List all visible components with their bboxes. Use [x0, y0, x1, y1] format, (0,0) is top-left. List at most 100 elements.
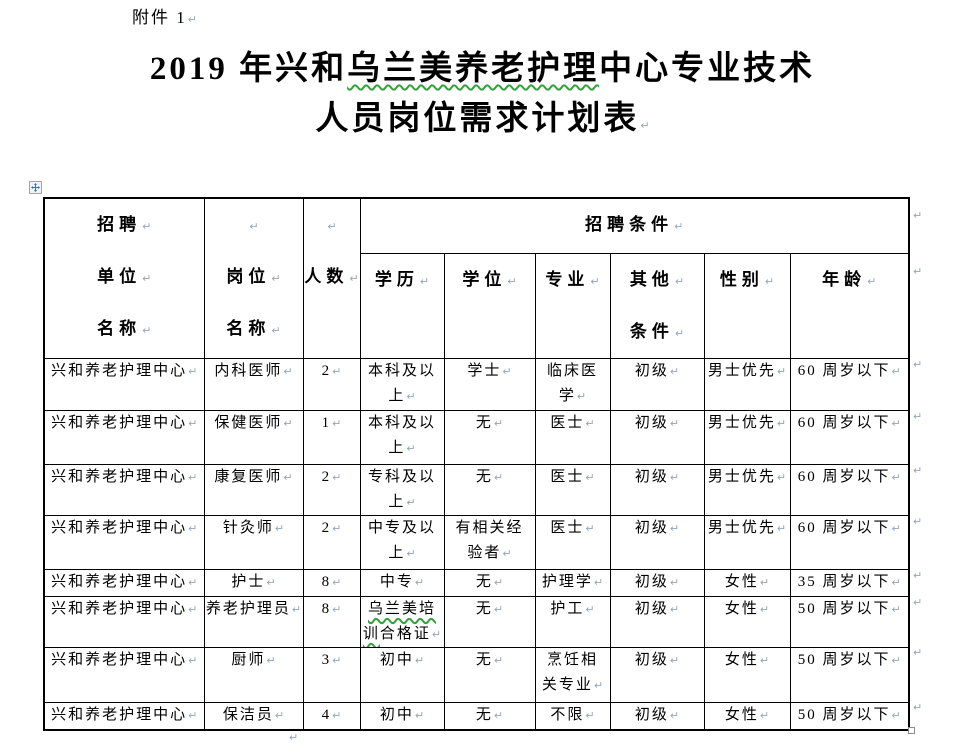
- paragraph-mark: ↵: [590, 274, 600, 288]
- paragraph-mark: ↵: [188, 521, 198, 535]
- title-text-spellcheck-squiggle: 乌兰美养老护理: [347, 51, 600, 87]
- paragraph-mark: ↵: [593, 575, 604, 589]
- paragraph-mark: ↵: [332, 602, 342, 616]
- header-line: 学位↵: [462, 269, 517, 289]
- cell-count: 8↵: [302, 568, 361, 597]
- recruitment-table: 招聘↵ 单位↵ 名称↵ ↵ 岗位↵ 名称↵ ↵ 人数↵ 招聘条件↵ 学历↵ 学位↵ 专业↵ 其他↵ 条件↵…: [43, 197, 910, 731]
- header-line: 名称↵: [226, 319, 281, 338]
- paragraph-mark: ↵: [759, 575, 770, 589]
- header-cell-headcount: ↵ 人数↵: [302, 197, 361, 359]
- cell-major: 医士↵: [534, 463, 611, 516]
- table-row: 兴和养老护理中心↵ 保健医师↵ 1↵ 本科及以 上↵ 无↵ 医士↵ 初级↵ 男士优先↵ 60 周…: [43, 409, 910, 465]
- paragraph-mark: ↵: [289, 731, 299, 744]
- cell-unit: 兴和养老护理中心↵: [43, 514, 205, 570]
- paragraph-mark: ↵: [776, 470, 787, 484]
- paragraph-mark: ↵: [674, 326, 685, 340]
- attachment-label: 附件 1↵: [132, 3, 197, 28]
- paragraph-mark: ↵: [913, 701, 923, 714]
- paragraph-mark: ↵: [406, 495, 416, 509]
- cell-post: 养老护理员↵: [203, 595, 304, 648]
- paragraph-mark: ↵: [332, 575, 342, 589]
- cell-gender: 女性↵: [703, 646, 791, 703]
- table-row: 兴和养老护理中心↵ 保洁员↵ 4↵ 初中↵ 无↵ 不限↵ 初级↵ 女性↵ 50 周岁以下↵: [43, 701, 910, 731]
- title-text: 2019 年兴和: [149, 51, 348, 87]
- header-line: 年龄↵: [822, 269, 877, 289]
- cell-count: 8↵: [302, 595, 361, 648]
- cell-other: 初级↵: [609, 409, 705, 465]
- cell-major: 医士↵: [534, 514, 611, 570]
- cell-post: 针灸师↵: [203, 514, 304, 570]
- cell-education: 本科及以 上↵: [359, 357, 445, 411]
- cell-major: 临床医 学↵: [534, 357, 611, 411]
- paragraph-mark: ↵: [507, 274, 517, 288]
- header-cell-age: 年龄↵: [789, 252, 910, 359]
- paragraph-mark: ↵: [776, 364, 787, 378]
- header-line: 人数↵: [304, 267, 359, 286]
- header-cell-post-name: ↵ 岗位↵ 名称↵: [203, 197, 304, 359]
- doc-title: 2019 年兴和乌兰美养老护理中心专业技术 人员岗位需求计划表↵: [0, 44, 965, 151]
- paragraph-mark: ↵: [332, 521, 342, 535]
- cell-gender: 男士优先↵: [703, 357, 791, 411]
- cell-education: 初中↵: [359, 646, 445, 703]
- header-line: 单位↵: [97, 267, 152, 286]
- paragraph-mark: ↵: [913, 569, 923, 582]
- cell-count: 2↵: [302, 357, 361, 411]
- cell-gender: 女性↵: [703, 595, 791, 648]
- paragraph-mark: ↵: [266, 575, 276, 589]
- cell-degree: 无↵: [443, 568, 536, 597]
- paragraph-mark: ↵: [576, 389, 587, 403]
- paragraph-mark: ↵: [406, 389, 416, 403]
- cell-unit: 兴和养老护理中心↵: [43, 409, 205, 465]
- paragraph-mark: ↵: [891, 653, 901, 667]
- paragraph-mark: ↵: [593, 678, 604, 692]
- cell-age: 50 周岁以下↵: [789, 595, 910, 648]
- paragraph-mark: ↵: [431, 627, 442, 641]
- paragraph-mark: ↵: [585, 521, 595, 535]
- paragraph-mark: ↵: [669, 708, 680, 722]
- paragraph-mark: ↵: [414, 708, 425, 722]
- cell-age: 50 周岁以下↵: [789, 646, 910, 703]
- table-resize-handle[interactable]: [908, 727, 915, 734]
- paragraph-mark: ↵: [187, 13, 197, 26]
- cell-education: 本科及以 上↵: [359, 409, 445, 465]
- title-text: 人员岗位需求计划表: [315, 101, 640, 137]
- paragraph-mark: ↵: [669, 364, 680, 378]
- paragraph-mark: ↵: [414, 653, 425, 667]
- table-row: 兴和养老护理中心↵ 康复医师↵ 2↵ 专科及以 上↵ 无↵ 医士↵ 初级↵ 男士优先↵ 60 周…: [43, 463, 910, 516]
- cell-major: 烹饪相 关专业↵: [534, 646, 611, 703]
- paragraph-mark: ↵: [640, 119, 650, 132]
- header-line: 岗位↵: [226, 267, 281, 286]
- paragraph-mark: ↵: [669, 602, 680, 616]
- table-move-handle[interactable]: [29, 181, 42, 194]
- table-move-handle-icon: [31, 183, 40, 192]
- cell-education: 初中↵: [359, 701, 445, 731]
- paragraph-mark: ↵: [283, 416, 293, 430]
- cell-post: 保健医师↵: [203, 409, 304, 465]
- paragraph-mark: ↵: [913, 410, 923, 423]
- paragraph-mark: ↵: [913, 515, 923, 528]
- paragraph-mark: ↵: [188, 602, 198, 616]
- header-line: 名称↵: [97, 319, 152, 338]
- doc-title-line2: 人员岗位需求计划表↵: [0, 94, 965, 151]
- cell-other: 初级↵: [609, 514, 705, 570]
- paragraph-mark: ↵: [669, 575, 680, 589]
- paragraph-mark: ↵: [891, 364, 901, 378]
- cell-count: 2↵: [302, 463, 361, 516]
- paragraph-mark: ↵: [493, 575, 504, 589]
- cell-other: 初级↵: [609, 463, 705, 516]
- cell-degree: 无↵: [443, 701, 536, 731]
- cell-degree: 无↵: [443, 595, 536, 648]
- header-cell-gender: 性别↵: [703, 252, 791, 359]
- paragraph-mark: ↵: [188, 416, 198, 430]
- cell-unit: 兴和养老护理中心↵: [43, 701, 205, 731]
- header-line: 学历↵: [374, 269, 430, 289]
- cell-degree: 无↵: [443, 409, 536, 465]
- cell-other: 初级↵: [609, 701, 705, 731]
- paragraph-mark: ↵: [493, 653, 504, 667]
- cell-education: 专科及以 上↵: [359, 463, 445, 516]
- header-line: 招聘条件↵: [585, 215, 684, 234]
- paragraph-mark: ↵: [327, 220, 337, 233]
- paragraph-mark: ↵: [585, 602, 595, 616]
- cell-unit: 兴和养老护理中心↵: [43, 595, 205, 648]
- header-cell-conditions-group: 招聘条件↵: [359, 197, 910, 254]
